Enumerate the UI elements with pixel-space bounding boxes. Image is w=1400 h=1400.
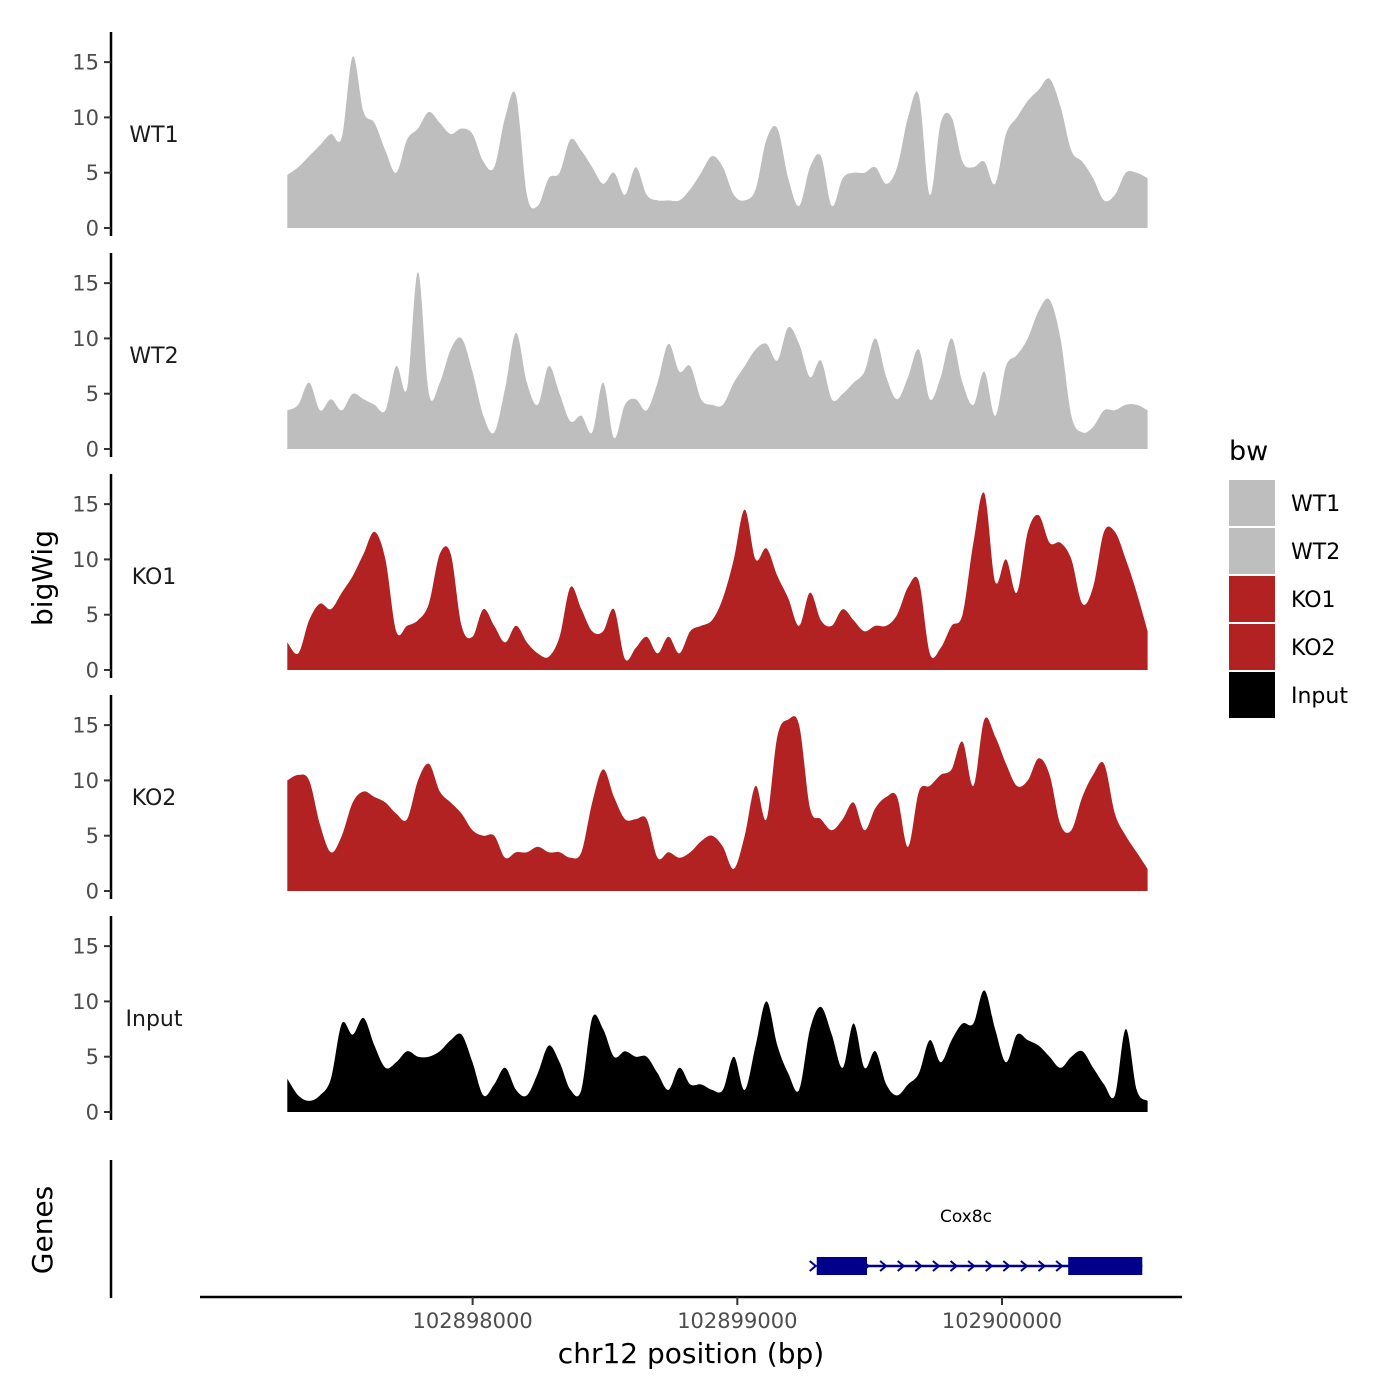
legend-label-wt1: WT1	[1291, 492, 1340, 517]
area-wt2	[287, 272, 1148, 449]
strand-arrow	[949, 1260, 959, 1272]
legend-label-wt2: WT2	[1291, 540, 1340, 565]
y-tick-label: 10	[72, 769, 99, 793]
legend-swatch-ko2	[1229, 624, 1275, 670]
legend-swatch-wt2	[1229, 528, 1275, 574]
strand-arrow	[897, 1260, 906, 1272]
track-wt1: 0 5 10 15 WT1	[72, 32, 1148, 241]
legend-swatch-input	[1229, 672, 1275, 718]
legend-title: bw	[1229, 436, 1268, 467]
y-tick-label: 15	[72, 51, 99, 75]
area-wt1	[287, 56, 1148, 228]
y-tick-label: 15	[72, 935, 99, 959]
y-tick-label: 5	[86, 161, 99, 185]
x-axis-title: chr12 position (bp)	[558, 1337, 824, 1370]
track-label: WT2	[129, 344, 178, 369]
strand-arrow	[809, 1260, 818, 1272]
legend-swatch-ko1	[1229, 576, 1275, 622]
track-label: KO2	[132, 786, 177, 811]
y-tick-label: 15	[72, 272, 99, 296]
area-input	[287, 990, 1148, 1112]
y-tick-label: 0	[86, 1101, 99, 1125]
strand-arrow	[1002, 1260, 1011, 1272]
track-wt2: 0 5 10 15 WT2	[72, 253, 1148, 462]
track-label: WT1	[129, 123, 178, 148]
track-label: Input	[126, 1007, 183, 1032]
y-tick-label: 0	[86, 659, 99, 683]
x-tick-label: 102899000	[677, 1309, 797, 1333]
strand-arrow	[967, 1260, 976, 1272]
bigwig-tracks: 0 5 10 15 WT1 0 5 10 15 WT2 0 5 10 15 KO1 0 5 10 15 KO2 0 5 10…	[72, 32, 1148, 1125]
gene-model	[809, 1257, 1143, 1275]
gene-label: Cox8c	[940, 1207, 992, 1227]
strand-arrow	[1055, 1260, 1064, 1272]
y-tick-label: 15	[72, 714, 99, 738]
y-tick-label: 5	[86, 1045, 99, 1069]
legend-label-ko2: KO2	[1291, 636, 1336, 661]
x-axis: 102898000 102899000 102900000	[200, 1295, 1182, 1333]
y-axis-title: bigWig	[26, 530, 59, 626]
y-tick-label: 5	[86, 824, 99, 848]
strand-arrow	[1037, 1260, 1047, 1272]
legend-label-input: Input	[1291, 684, 1348, 709]
y-tick-label: 0	[86, 217, 99, 241]
y-tick-label: 10	[72, 327, 99, 351]
y-tick-label: 10	[72, 106, 99, 130]
strand-arrow	[879, 1260, 888, 1272]
track-label: KO1	[132, 565, 177, 590]
y-tick-label: 5	[86, 382, 99, 406]
legend-label-ko1: KO1	[1291, 588, 1336, 613]
genes-panel: Cox8c	[109, 1160, 1143, 1298]
y-tick-label: 15	[72, 493, 99, 517]
y-tick-label: 10	[72, 990, 99, 1014]
y-tick-label: 5	[86, 603, 99, 627]
x-tick-label: 102898000	[413, 1309, 533, 1333]
track-ko2: 0 5 10 15 KO2	[72, 695, 1148, 904]
strand-arrow	[985, 1260, 994, 1272]
area-ko2	[287, 716, 1148, 891]
legend: bw WT1 WT2 KO1 KO2 Input	[1229, 436, 1348, 718]
y-tick-label: 10	[72, 548, 99, 572]
strand-arrow	[1020, 1260, 1029, 1272]
strand-arrow	[914, 1260, 923, 1272]
y-tick-label: 0	[86, 438, 99, 462]
x-tick-label: 102900000	[942, 1309, 1062, 1333]
gene-exon	[816, 1257, 868, 1275]
strand-arrow	[932, 1260, 941, 1272]
track-input: 0 5 10 15 Input	[72, 916, 1148, 1125]
area-ko1	[287, 492, 1148, 670]
y-tick-label: 0	[86, 880, 99, 904]
track-ko1: 0 5 10 15 KO1	[72, 474, 1148, 683]
genes-axis-title: Genes	[26, 1186, 59, 1274]
gene-exon	[1068, 1257, 1143, 1275]
legend-swatch-wt1	[1229, 480, 1275, 526]
